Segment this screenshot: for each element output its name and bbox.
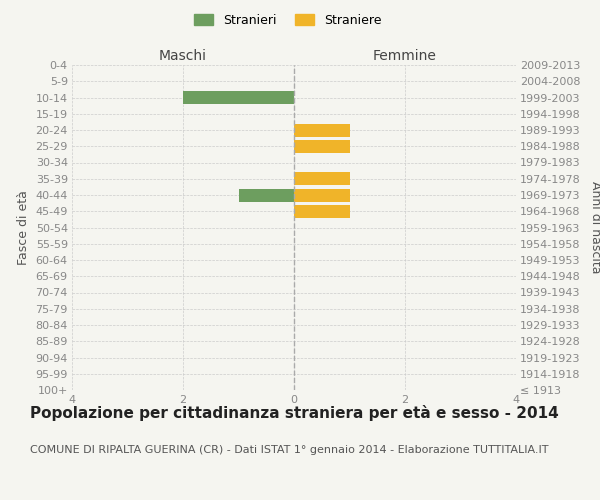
Text: Popolazione per cittadinanza straniera per età e sesso - 2014: Popolazione per cittadinanza straniera p… xyxy=(30,405,559,421)
Bar xyxy=(294,188,350,202)
Bar xyxy=(239,188,294,202)
Text: Maschi: Maschi xyxy=(159,48,207,62)
Bar xyxy=(183,91,294,104)
Bar xyxy=(294,140,350,153)
Y-axis label: Anni di nascita: Anni di nascita xyxy=(589,181,600,274)
Bar xyxy=(294,205,350,218)
Legend: Stranieri, Straniere: Stranieri, Straniere xyxy=(190,8,386,32)
Bar xyxy=(294,172,350,185)
Bar xyxy=(294,124,350,136)
Text: Femmine: Femmine xyxy=(373,48,437,62)
Text: COMUNE DI RIPALTA GUERINA (CR) - Dati ISTAT 1° gennaio 2014 - Elaborazione TUTTI: COMUNE DI RIPALTA GUERINA (CR) - Dati IS… xyxy=(30,445,548,455)
Y-axis label: Fasce di età: Fasce di età xyxy=(17,190,30,265)
